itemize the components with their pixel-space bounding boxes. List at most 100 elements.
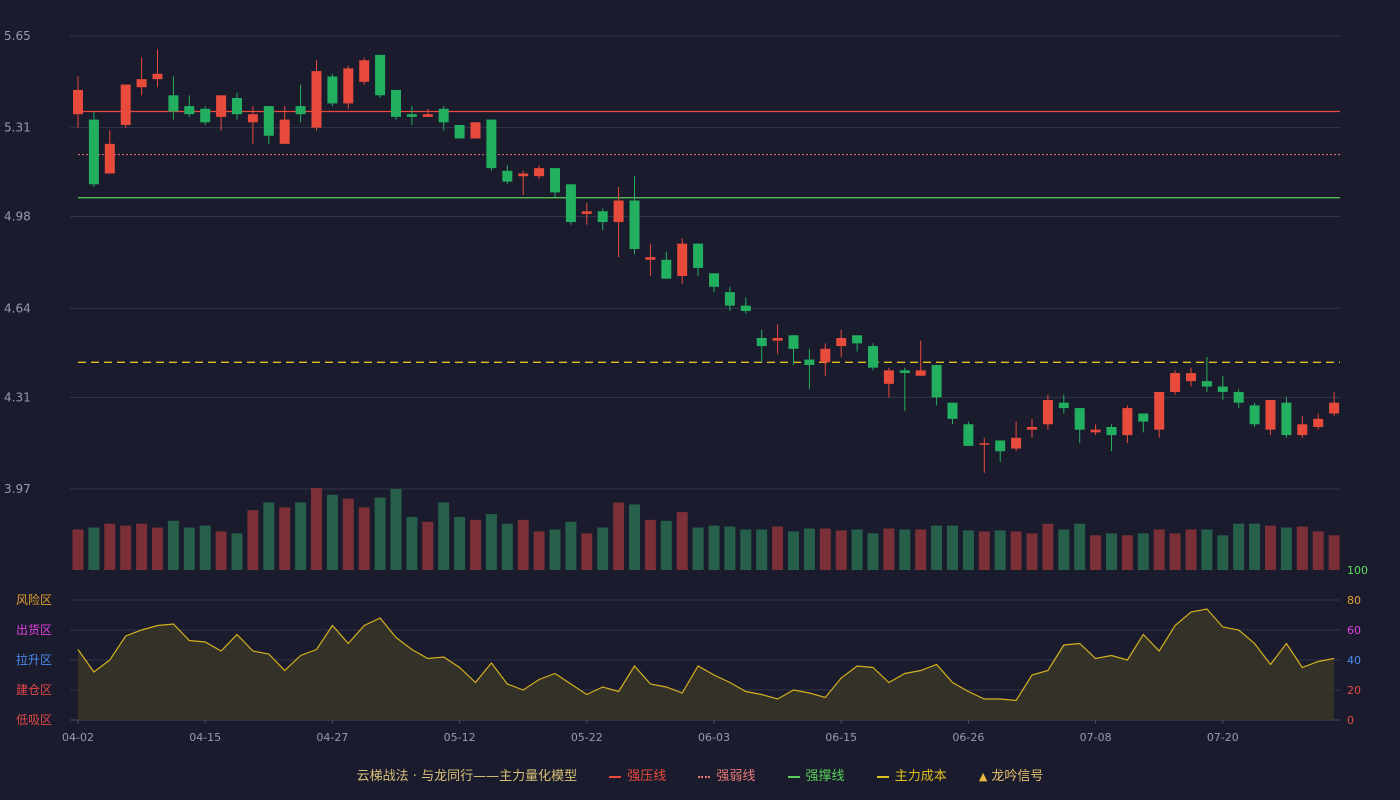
price-grid: 5.65 5.31 4.98 4.64 4.31 3.97 xyxy=(4,29,1340,496)
x-tick-label: 05-22 xyxy=(571,731,603,744)
legend-weak-pressure[interactable]: 强弱线 xyxy=(698,765,755,784)
volume-bar xyxy=(1185,529,1197,570)
volume-bar xyxy=(1074,523,1086,570)
candle-body xyxy=(709,273,719,287)
candle-body xyxy=(804,359,815,365)
legend-strong-pressure[interactable]: 强压线 xyxy=(609,765,666,784)
price-tick-label: 4.98 xyxy=(4,210,31,224)
volume-bar xyxy=(549,529,561,570)
oscillator-tick-label: 60 xyxy=(1347,624,1361,637)
volume-bars xyxy=(72,488,1340,570)
oscillator-line xyxy=(77,608,1335,702)
candle-body xyxy=(820,348,831,363)
kline-chart: 5.65 5.31 4.98 4.64 4.31 3.97 100 80 60 40 20 0 风险区出… xyxy=(4,29,1368,744)
oscillator-tick-label: 80 xyxy=(1347,594,1361,607)
chart-legend: 云梯战法 · 与龙同行——主力量化模型 强压线 强弱线 强撑线 主力成本 ▲ 龙吟… xyxy=(0,765,1400,784)
candle-body xyxy=(852,335,863,344)
volume-bar xyxy=(295,502,307,570)
price-tick-label: 5.65 xyxy=(4,29,31,43)
candle-body xyxy=(263,106,274,136)
x-tick-label: 04-02 xyxy=(62,731,94,744)
volume-bar xyxy=(1280,527,1292,570)
oscillator-tick-label: 40 xyxy=(1347,654,1361,667)
candle-body xyxy=(947,402,958,419)
candle-body xyxy=(327,76,338,104)
candle-body xyxy=(1281,402,1292,436)
volume-bar xyxy=(819,528,831,570)
candle-body xyxy=(724,292,735,306)
volume-bar xyxy=(406,516,418,570)
candle-body xyxy=(772,338,783,341)
candle-body xyxy=(1042,400,1053,425)
legend-weak-pressure-swatch xyxy=(698,775,711,778)
candle-body xyxy=(550,168,560,193)
volume-bar xyxy=(454,516,466,570)
volume-bar xyxy=(1121,535,1133,570)
candle-body xyxy=(677,243,688,276)
volume-bar xyxy=(660,520,672,570)
candle-body xyxy=(836,338,847,347)
volume-bar xyxy=(1312,531,1324,570)
volume-bar xyxy=(215,531,227,570)
candle-body xyxy=(1186,373,1196,382)
candle-body xyxy=(1074,408,1085,430)
candle-body xyxy=(693,243,704,268)
volume-bar xyxy=(931,525,943,570)
candle-body xyxy=(565,184,576,223)
candle-body xyxy=(1106,426,1117,436)
x-tick-label: 06-03 xyxy=(698,731,730,744)
legend-strong-support[interactable]: 强撑线 xyxy=(787,765,845,784)
zone-label: 风险区 xyxy=(16,592,52,607)
candles xyxy=(73,49,1340,473)
oscillator-area xyxy=(78,609,1335,720)
volume-bar xyxy=(199,525,211,570)
volume-bar xyxy=(788,531,799,570)
x-tick-label: 06-15 xyxy=(825,731,857,744)
legend-signal-label: 龙吟信号 xyxy=(991,769,1044,784)
volume-bar xyxy=(692,527,704,570)
candle-body xyxy=(931,364,942,398)
candle-body xyxy=(1297,424,1308,436)
volume-bar xyxy=(644,519,656,570)
candle-body xyxy=(422,114,433,117)
volume-bar xyxy=(1296,526,1308,570)
volume-bar xyxy=(1249,523,1261,570)
volume-bar xyxy=(613,502,625,570)
candle-body xyxy=(73,89,83,115)
candle-body xyxy=(995,440,1006,452)
volume-bar xyxy=(708,525,720,570)
volume-bar xyxy=(167,520,179,570)
candle-body xyxy=(88,119,99,185)
volume-bar xyxy=(517,519,529,570)
candle-body xyxy=(391,89,401,117)
candle-body xyxy=(979,443,990,445)
volume-bar xyxy=(485,514,497,570)
candle-body xyxy=(502,170,513,182)
volume-bar xyxy=(231,533,243,570)
volume-bar xyxy=(1137,533,1149,570)
volume-bar xyxy=(136,523,148,570)
volume-bar xyxy=(883,528,895,570)
candle-body xyxy=(200,108,211,123)
candle-body xyxy=(1201,381,1212,387)
candle-body xyxy=(1329,402,1340,414)
candle-body xyxy=(1011,437,1022,449)
volume-bar xyxy=(1328,535,1340,570)
volume-bar xyxy=(1026,533,1038,570)
price-tick-label: 4.31 xyxy=(4,390,31,404)
candle-body xyxy=(343,68,354,104)
oscillator-tick-label: 100 xyxy=(1347,564,1368,577)
legend-main-cost[interactable]: 主力成本 xyxy=(876,765,947,784)
candle-body xyxy=(581,211,592,214)
candle-body xyxy=(470,122,481,139)
volume-bar xyxy=(851,529,863,570)
legend-signal[interactable]: ▲ 龙吟信号 xyxy=(979,765,1043,784)
candle-body xyxy=(645,257,656,260)
x-tick-label: 06-26 xyxy=(952,731,984,744)
volume-bar xyxy=(533,531,545,570)
legend-strong-support-swatch xyxy=(787,775,800,778)
volume-bar xyxy=(152,527,163,570)
x-tick-label: 07-08 xyxy=(1080,731,1112,744)
volume-bar xyxy=(311,488,322,570)
